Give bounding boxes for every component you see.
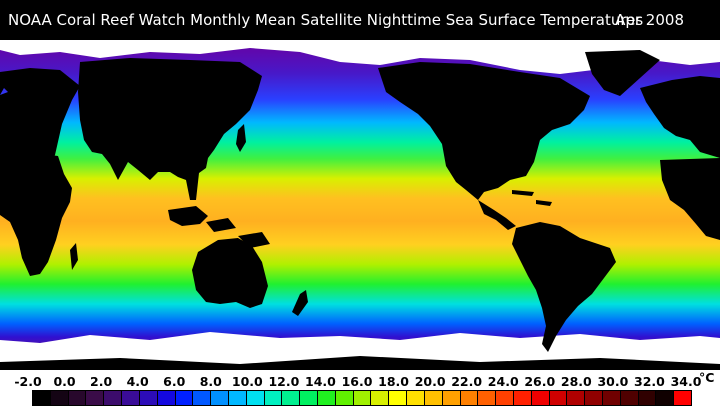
map-date: Apr 2008 (615, 11, 684, 29)
colorbar-swatch (353, 391, 372, 405)
colorbar-swatch (211, 391, 229, 405)
colorbar-swatch (157, 391, 176, 405)
colorbar-tick-label: 24.0 (487, 374, 519, 389)
colorbar-tick-label: 22.0 (451, 374, 483, 389)
colorbar-tick-label: 16.0 (341, 374, 373, 389)
sst-map (0, 40, 720, 370)
sst-map-image (0, 40, 720, 370)
colorbar-swatch (246, 391, 265, 405)
colorbar-swatch (33, 391, 51, 405)
colorbar-swatch (620, 391, 639, 405)
colorbar-swatch (68, 391, 87, 405)
colorbar-swatch (318, 391, 336, 405)
title-bar: NOAA Coral Reef Watch Monthly Mean Satel… (0, 0, 720, 40)
colorbar-swatch (335, 391, 354, 405)
colorbar-swatch (424, 391, 443, 405)
colorbar-tick-label: 12.0 (268, 374, 300, 389)
colorbar-swatch (460, 391, 479, 405)
colorbar-swatch (442, 391, 461, 405)
colorbar-swatch (86, 391, 105, 405)
colorbar-tick-label: 18.0 (378, 374, 409, 389)
south-america-landmass (512, 222, 616, 352)
colorbar-tick-labels: -2.0 0.0 2.0 4.0 6.0 8.0 10.0 12.0 14.0 16.0 18.0 2… (0, 374, 720, 390)
eurasia-landmass (0, 68, 80, 180)
colorbar-swatch (193, 391, 212, 405)
colorbar-tick-label: 2.0 (90, 374, 113, 389)
colorbar-tick-label: 28.0 (560, 374, 592, 389)
colorbar-swatch (496, 391, 514, 405)
colorbar-swatch (175, 391, 194, 405)
antarctica-landmass (0, 356, 720, 370)
colorbar-tick-label: 10.0 (231, 374, 263, 389)
colorbar-swatch (656, 391, 675, 405)
colorbar-swatch (567, 391, 586, 405)
colorbar-swatch (603, 391, 621, 405)
colorbar-tick-label: 26.0 (524, 374, 556, 389)
africa-landmass (0, 152, 72, 276)
colorbar-swatch (513, 391, 532, 405)
central-america-landmass (478, 200, 516, 230)
greenland-landmass (585, 50, 660, 96)
europe-landmass (640, 76, 720, 158)
colorbar-swatch (122, 391, 140, 405)
colorbar-swatch (674, 391, 692, 405)
colorbar-tick-label: -2.0 (14, 374, 42, 389)
australia-landmass (192, 238, 268, 308)
colorbar-swatch (264, 391, 283, 405)
colorbar-tick-label: 32.0 (634, 374, 665, 389)
north-america-landmass (378, 62, 590, 200)
colorbar-swatch (638, 391, 657, 405)
colorbar-swatch (531, 391, 550, 405)
asia-landmass (78, 58, 262, 200)
colorbar-swatch (407, 391, 425, 405)
colorbar-tick-label: 20.0 (414, 374, 446, 389)
colorbar-swatch (549, 391, 568, 405)
landmasses (0, 50, 720, 370)
colorbar-tick-label: 14.0 (305, 374, 336, 389)
colorbar-swatch (371, 391, 390, 405)
colorbar-swatch (228, 391, 247, 405)
caribbean-islands (512, 190, 552, 206)
colorbar-tick-label: 8.0 (199, 374, 222, 389)
colorbar-swatch (50, 391, 69, 405)
colorbar-unit: °C (699, 370, 715, 385)
colorbar-swatch (478, 391, 497, 405)
maritime-se-asia (168, 206, 270, 248)
colorbar (32, 390, 692, 406)
colorbar-swatch (585, 391, 603, 405)
colorbar-swatch (300, 391, 318, 405)
arctic-ice-region (0, 40, 720, 74)
new-zealand-landmass (292, 290, 308, 316)
colorbar-tick-label: 0.0 (53, 374, 76, 389)
colorbar-swatch (104, 391, 123, 405)
colorbar-tick-label: 30.0 (597, 374, 629, 389)
colorbar-swatch (389, 391, 408, 405)
colorbar-tick-label: 34.0 (670, 374, 702, 389)
map-title: NOAA Coral Reef Watch Monthly Mean Satel… (8, 11, 644, 29)
madagascar-landmass (70, 243, 78, 270)
colorbar-tick-label: 6.0 (163, 374, 186, 389)
colorbar-swatch (139, 391, 158, 405)
west-africa-landmass (660, 158, 720, 240)
colorbar-tick-label: 4.0 (126, 374, 149, 389)
japan-landmass (236, 124, 246, 152)
colorbar-swatch (282, 391, 301, 405)
